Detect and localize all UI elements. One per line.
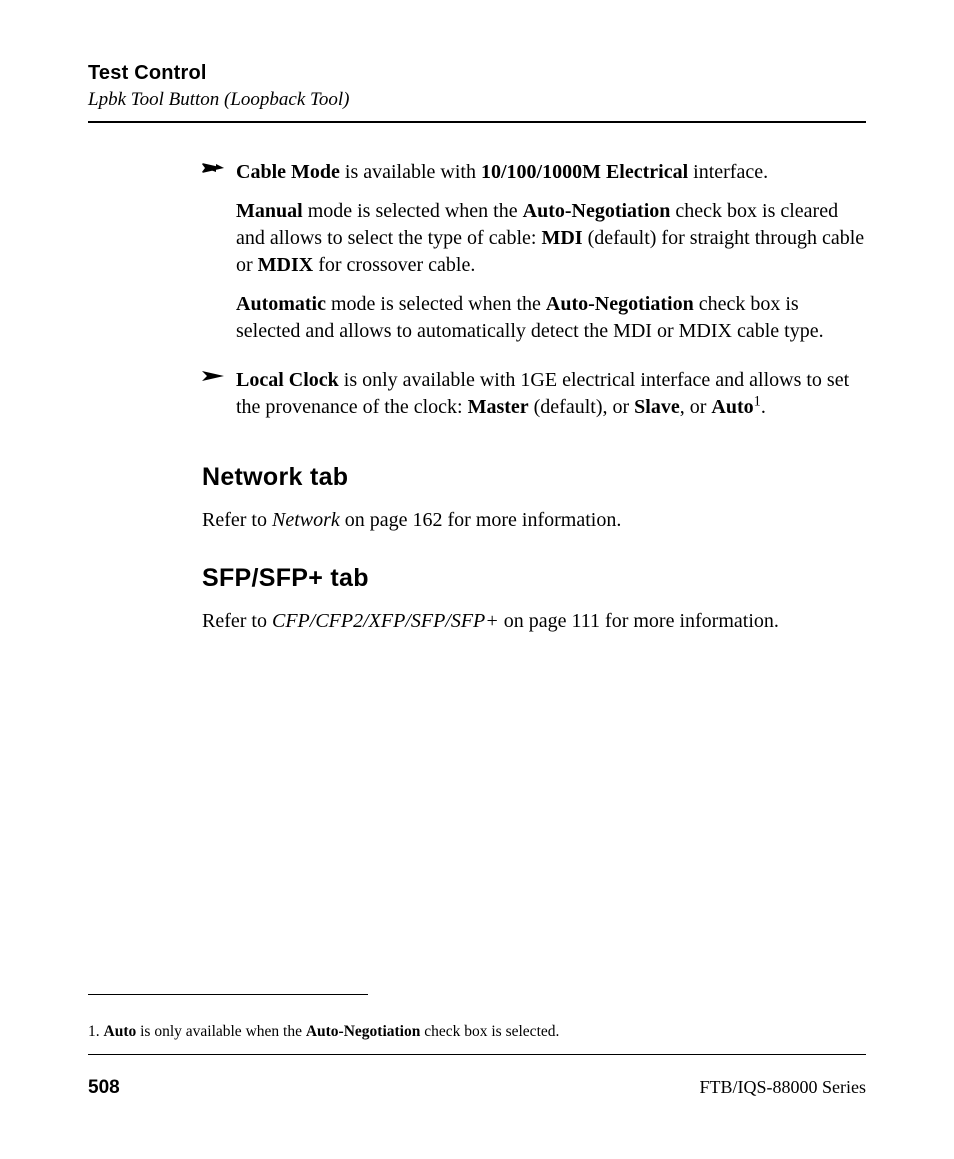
network-refer: Refer to Network on page 162 for more in… — [202, 507, 866, 534]
term-slave: Slave — [634, 396, 680, 418]
section-title: Test Control — [88, 62, 866, 85]
cable-mode-manual: Manual mode is selected when the Auto-Ne… — [236, 198, 866, 279]
term-electrical: 10/100/1000M Electrical — [481, 161, 688, 183]
term-auto-negotiation: Auto-Negotiation — [546, 293, 694, 315]
text: interface. — [688, 161, 768, 183]
term-mdi: MDI — [541, 227, 582, 249]
text: check box is selected. — [420, 1023, 559, 1040]
sfp-refer: Refer to CFP/CFP2/XFP/SFP/SFP+ on page 1… — [202, 608, 866, 635]
text: on page 162 for more information. — [340, 509, 622, 531]
term-auto: Auto — [104, 1023, 137, 1040]
page-header: Test Control Lpbk Tool Button (Loopback … — [88, 62, 866, 123]
footnote-num: 1. — [88, 1023, 104, 1040]
text: is available with — [340, 161, 481, 183]
footer-rule — [88, 1054, 866, 1055]
page-number: 508 — [88, 1077, 120, 1099]
term-cable-mode: Cable Mode — [236, 161, 340, 183]
ref-sfp: CFP/CFP2/XFP/SFP/SFP+ — [272, 610, 499, 632]
document-page: Test Control Lpbk Tool Button (Loopback … — [0, 0, 954, 1159]
term-local-clock: Local Clock — [236, 369, 339, 391]
text: is only available when the — [136, 1023, 306, 1040]
term-mdix: MDIX — [258, 254, 314, 276]
term-master: Master — [468, 396, 529, 418]
bullet-cable-mode: Cable Mode is available with 10/100/1000… — [202, 159, 866, 357]
heading-network-tab: Network tab — [202, 461, 866, 495]
bullet-arrow-icon — [202, 367, 236, 433]
bullet-local-clock: Local Clock is only available with 1GE e… — [202, 367, 866, 433]
bullet-body: Cable Mode is available with 10/100/1000… — [236, 159, 866, 357]
text: on page 111 for more information. — [499, 610, 779, 632]
term-manual: Manual — [236, 200, 303, 222]
text: mode is selected when the — [303, 200, 523, 222]
bullet-arrow-icon — [202, 159, 236, 357]
term-auto: Auto — [711, 396, 753, 418]
product-series: FTB/IQS-88000 Series — [700, 1077, 867, 1098]
term-auto-negotiation: Auto-Negotiation — [523, 200, 671, 222]
footnote-ref-1: 1 — [754, 393, 761, 409]
term-automatic: Automatic — [236, 293, 326, 315]
term-auto-negotiation: Auto-Negotiation — [306, 1023, 421, 1040]
text: for crossover cable. — [313, 254, 475, 276]
page-footer: 508 FTB/IQS-88000 Series — [88, 1077, 866, 1099]
text: . — [761, 396, 766, 418]
text: mode is selected when the — [326, 293, 546, 315]
section-subtitle: Lpbk Tool Button (Loopback Tool) — [88, 89, 866, 111]
text: Refer to — [202, 509, 272, 531]
ref-network: Network — [272, 509, 340, 531]
heading-sfp-tab: SFP/SFP+ tab — [202, 562, 866, 596]
text: Refer to — [202, 610, 272, 632]
text: (default), or — [529, 396, 635, 418]
cable-mode-automatic: Automatic mode is selected when the Auto… — [236, 291, 866, 345]
body-content: Cable Mode is available with 10/100/1000… — [202, 159, 866, 635]
footnote-rule — [88, 994, 368, 995]
local-clock-line: Local Clock is only available with 1GE e… — [236, 367, 866, 421]
cable-mode-line-1: Cable Mode is available with 10/100/1000… — [236, 159, 866, 186]
bullet-body: Local Clock is only available with 1GE e… — [236, 367, 866, 433]
footnote-1: 1. Auto is only available when the Auto-… — [88, 1023, 848, 1041]
text: , or — [680, 396, 712, 418]
header-rule — [88, 121, 866, 123]
